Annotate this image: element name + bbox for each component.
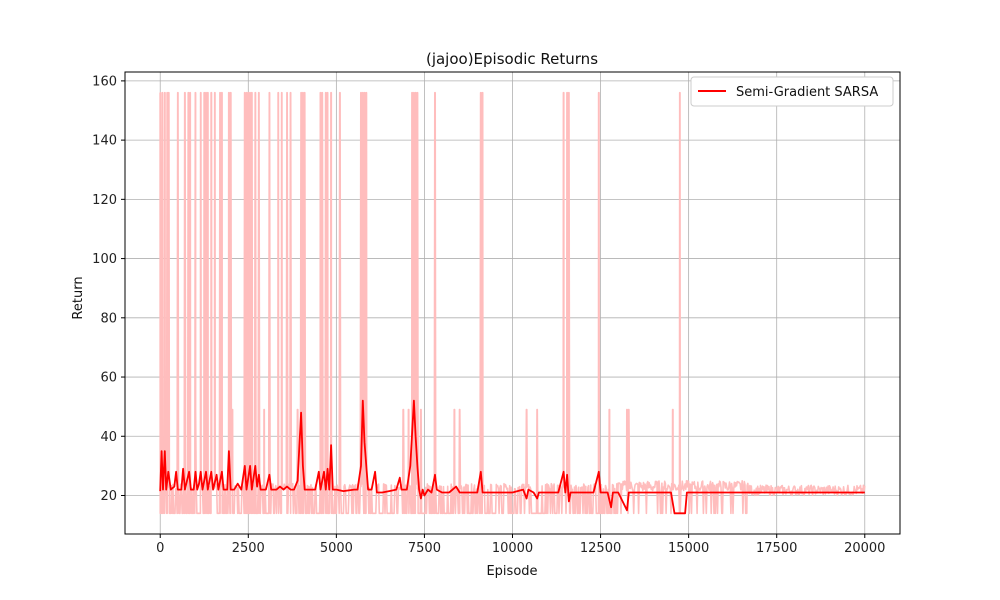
x-tick-label: 15000 (668, 541, 709, 556)
raw-returns-line (159, 91, 866, 515)
x-tick-label: 10000 (492, 541, 533, 556)
y-tick-label: 80 (100, 311, 117, 326)
y-tick-label: 160 (92, 74, 117, 89)
legend: Semi-Gradient SARSA (690, 76, 894, 107)
x-tick-label: 7500 (408, 541, 441, 556)
x-tick-label: 0 (156, 541, 164, 556)
smoothed-series-layer (159, 399, 865, 515)
x-tick-label: 20000 (844, 541, 885, 556)
y-tick-label: 120 (92, 193, 117, 208)
raw-series-layer (159, 91, 866, 515)
legend-box (690, 76, 894, 107)
x-tick-label: 2500 (232, 541, 265, 556)
x-tick-label: 5000 (320, 541, 353, 556)
y-tick-label: 60 (100, 371, 117, 386)
y-axis-ticks: 20 40 60 80 100 120 140 160 (92, 74, 125, 504)
x-axis-label: Episode (486, 564, 537, 579)
y-axis-label: Return (71, 276, 86, 319)
legend-label-smoothed: Semi-Gradient SARSA (736, 85, 878, 100)
grid-layer (125, 72, 900, 534)
y-tick-label: 40 (100, 430, 117, 445)
x-tick-label: 12500 (580, 541, 621, 556)
y-tick-label: 20 (100, 489, 117, 504)
x-tick-label: 17500 (756, 541, 797, 556)
y-tick-label: 100 (92, 252, 117, 267)
y-tick-label: 140 (92, 134, 117, 149)
x-axis-ticks: 0 2500 5000 7500 10000 12500 15000 17500 20000 (156, 534, 885, 556)
chart-title: (jajoo)Episodic Returns (426, 50, 598, 68)
smoothed-returns-line (159, 399, 865, 515)
